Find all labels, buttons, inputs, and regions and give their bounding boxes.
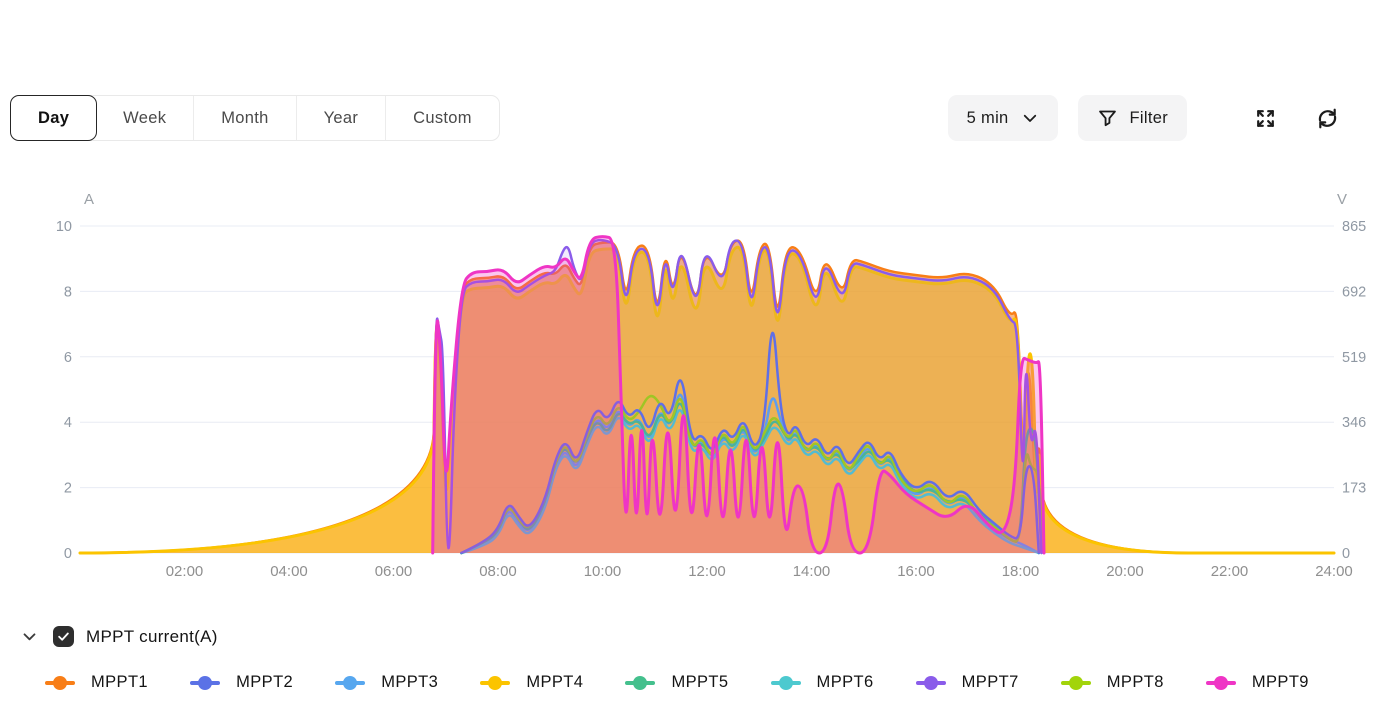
left-axis-tick: 0: [64, 546, 72, 562]
filter-button[interactable]: Filter: [1077, 95, 1187, 141]
refresh-icon: [1315, 106, 1340, 131]
series-marker: [190, 675, 221, 690]
series-marker: [1060, 675, 1091, 690]
series-line-mppt9: [431, 235, 1046, 555]
x-axis-tick: 20:00: [1106, 563, 1144, 580]
series-line-mppt8: [460, 394, 1046, 555]
x-axis-tick: 02:00: [166, 563, 204, 580]
refresh-button[interactable]: [1315, 106, 1340, 131]
tab-week[interactable]: Week: [96, 96, 195, 140]
series-line-mppt7: [431, 238, 1043, 555]
legend-label: MPPT5: [671, 673, 729, 691]
legend-item-mppt3[interactable]: MPPT3: [335, 673, 438, 692]
x-axis-tick: 04:00: [270, 563, 308, 580]
series-area-mppt9: [432, 236, 1044, 553]
x-axis-tick: 12:00: [688, 563, 726, 580]
x-axis-tick: 22:00: [1211, 563, 1249, 580]
filter-label: Filter: [1129, 108, 1168, 127]
right-axis-tick: 0: [1342, 546, 1350, 562]
series-marker: [335, 675, 366, 690]
mppt-current-chart: 0 0 2 173 4 346 6 519 8 692 10 865 A V 02:00 04:00 06:00…: [56, 191, 1366, 580]
left-axis-unit: A: [84, 191, 94, 208]
interval-value: 5 min: [966, 108, 1009, 127]
legend-item-mppt9[interactable]: MPPT9: [1205, 673, 1309, 692]
legend-label: MPPT3: [381, 673, 439, 691]
legend-item-mppt1[interactable]: MPPT1: [45, 673, 148, 692]
expand-icon: [1253, 106, 1278, 131]
x-axis-tick: 18:00: [1002, 563, 1040, 580]
legend-item-mppt7[interactable]: MPPT7: [915, 673, 1019, 692]
left-axis-tick: 2: [64, 481, 72, 497]
x-axis-tick: 24:00: [1315, 563, 1353, 580]
left-axis-tick: 8: [64, 284, 72, 300]
right-axis-tick: 865: [1342, 219, 1366, 235]
right-axis-tick: 692: [1342, 284, 1366, 300]
series-marker: [45, 675, 75, 690]
series-area-mppt4: [80, 247, 1334, 554]
right-axis-tick: 346: [1342, 415, 1366, 431]
fullscreen-button[interactable]: [1253, 106, 1278, 131]
tab-year[interactable]: Year: [297, 96, 387, 140]
legend-item-mppt4[interactable]: MPPT4: [480, 673, 583, 692]
left-axis-tick: 4: [64, 415, 72, 431]
legend: MPPT1 MPPT2 MPPT3 MPPT4 MPPT5 MPPT6 MPPT…: [45, 673, 1309, 692]
toolbar: Day Week Month Year Custom 5 min Filter: [10, 95, 1340, 141]
legend-label: MPPT2: [236, 673, 294, 691]
toolbar-controls: 5 min Filter: [947, 95, 1340, 141]
series-marker: [480, 675, 511, 690]
x-axis-tick: 10:00: [584, 563, 622, 580]
left-axis-tick: 10: [56, 219, 72, 235]
legend-label: MPPT8: [1106, 673, 1164, 691]
legend-label: MPPT6: [816, 673, 874, 691]
chevron-down-icon: [1021, 109, 1039, 127]
collapse-chevron-icon[interactable]: [21, 628, 38, 645]
interval-select[interactable]: 5 min: [947, 95, 1058, 141]
legend-item-mppt5[interactable]: MPPT5: [625, 673, 728, 692]
x-axis-tick: 14:00: [793, 563, 831, 580]
legend-label: MPPT9: [1251, 673, 1309, 691]
tab-custom[interactable]: Custom: [386, 96, 499, 140]
right-axis-unit: V: [1337, 191, 1347, 208]
legend-item-mppt2[interactable]: MPPT2: [190, 673, 293, 692]
x-axis-tick: 16:00: [897, 563, 935, 580]
series-marker: [625, 675, 656, 690]
series-marker: [915, 675, 946, 690]
series-line-mppt6: [460, 408, 1041, 555]
left-axis-tick: 6: [64, 350, 72, 366]
series-marker: [770, 675, 801, 690]
check-icon: [58, 632, 69, 641]
tab-day[interactable]: Day: [10, 95, 98, 141]
legend-item-mppt8[interactable]: MPPT8: [1060, 673, 1164, 692]
legend-item-mppt6[interactable]: MPPT6: [770, 673, 874, 692]
tab-month[interactable]: Month: [194, 96, 297, 140]
legend-label: MPPT1: [91, 673, 149, 691]
date-range-tabs: Day Week Month Year Custom: [10, 95, 500, 141]
series-line-mppt2: [460, 331, 1041, 555]
series-line-mppt4: [78, 245, 1336, 555]
x-axis-tick: 06:00: [375, 563, 413, 580]
legend-label: MPPT4: [526, 673, 584, 691]
legend-group-label: MPPT current(A): [86, 626, 218, 646]
filter-icon: [1097, 108, 1118, 129]
right-axis-tick: 519: [1342, 350, 1366, 366]
x-axis-tick: 08:00: [479, 563, 517, 580]
right-axis-tick: 173: [1342, 481, 1366, 497]
series-marker: [1205, 675, 1236, 690]
legend-label: MPPT7: [961, 673, 1019, 691]
mppt-current-checkbox[interactable]: [53, 626, 74, 647]
series-group-row: MPPT current(A): [21, 623, 1373, 650]
